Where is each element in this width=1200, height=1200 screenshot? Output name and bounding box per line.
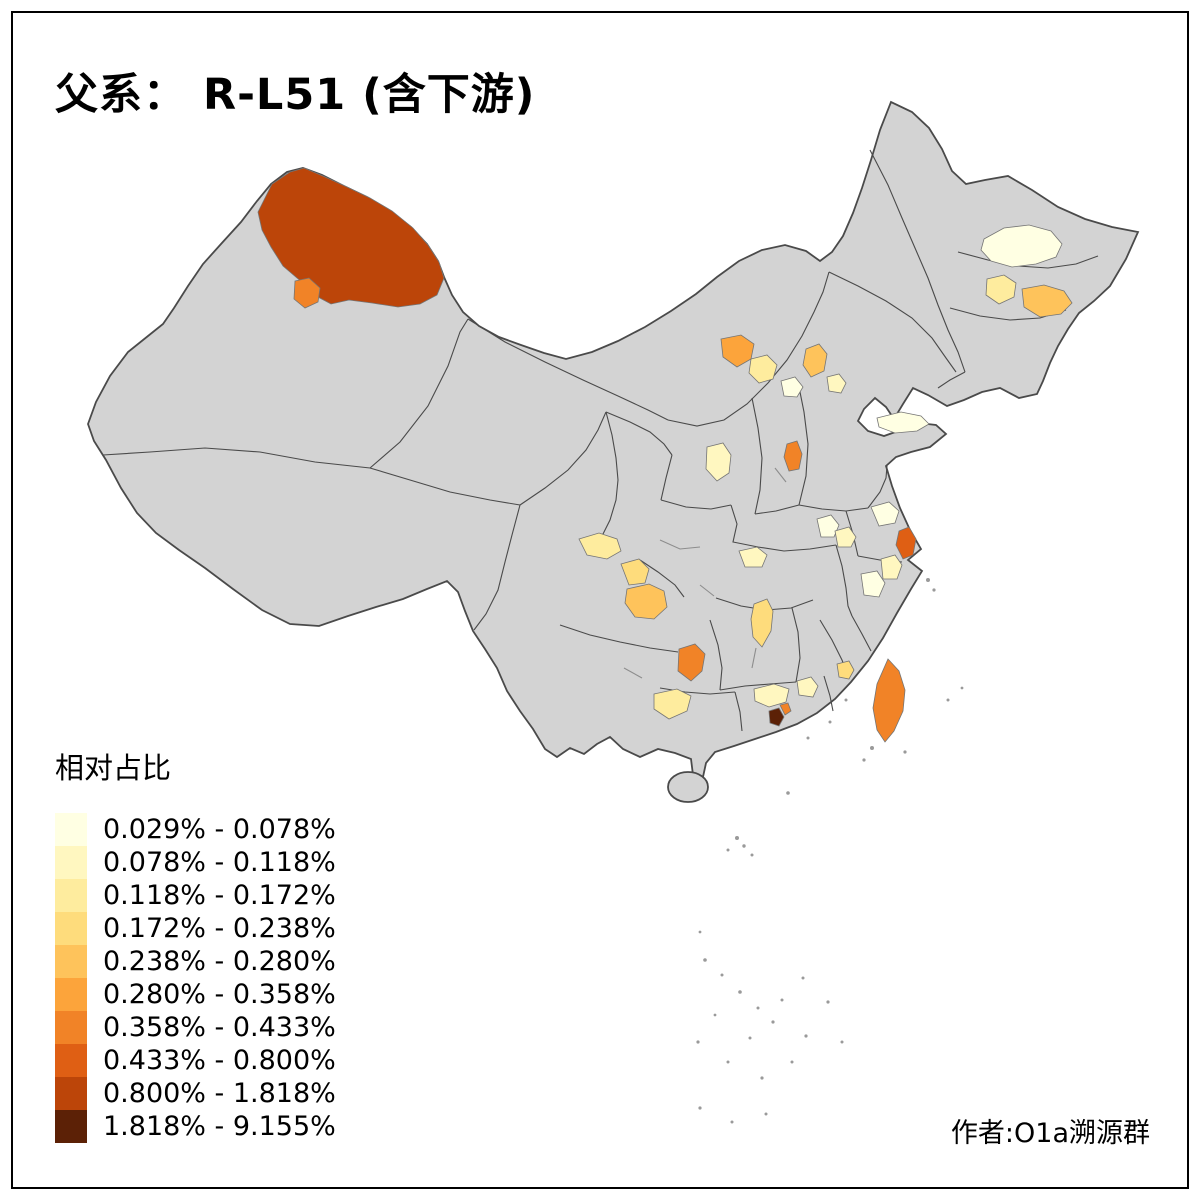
map-region bbox=[895, 526, 917, 560]
map-region bbox=[748, 354, 778, 384]
map-region bbox=[783, 440, 803, 472]
map-region bbox=[980, 224, 1063, 268]
legend-item: 1.818% - 9.155% bbox=[55, 1110, 336, 1143]
map-region bbox=[836, 660, 855, 680]
legend-item-label: 0.118% - 0.172% bbox=[103, 880, 336, 911]
legend-item: 0.118% - 0.172% bbox=[55, 879, 336, 912]
map-region bbox=[834, 526, 857, 548]
legend-swatch bbox=[55, 1044, 87, 1077]
map-region bbox=[293, 277, 321, 309]
legend-item-label: 0.280% - 0.358% bbox=[103, 979, 336, 1010]
legend-swatch bbox=[55, 813, 87, 846]
legend-swatch bbox=[55, 912, 87, 945]
map-region bbox=[826, 373, 847, 394]
legend-item: 0.358% - 0.433% bbox=[55, 1011, 336, 1044]
legend-swatch bbox=[55, 978, 87, 1011]
legend-item-label: 0.029% - 0.078% bbox=[103, 814, 336, 845]
province-borders bbox=[102, 149, 1099, 732]
legend-item-label: 1.818% - 9.155% bbox=[103, 1111, 336, 1142]
legend-swatch bbox=[55, 1110, 87, 1143]
legend-swatch bbox=[55, 1077, 87, 1110]
legend-swatch bbox=[55, 846, 87, 879]
map-region bbox=[653, 688, 692, 720]
map-base bbox=[87, 100, 1140, 803]
hainan-island bbox=[667, 771, 709, 803]
map-region bbox=[796, 676, 819, 698]
map-region bbox=[578, 532, 622, 560]
taiwan-region bbox=[872, 658, 906, 743]
legend-item-label: 0.358% - 0.433% bbox=[103, 1012, 336, 1043]
legend-swatch bbox=[55, 1011, 87, 1044]
map-region bbox=[624, 583, 668, 620]
map-region bbox=[985, 274, 1017, 305]
legend-item-label: 0.433% - 0.800% bbox=[103, 1045, 336, 1076]
map-region bbox=[1021, 284, 1073, 318]
legend-item: 0.280% - 0.358% bbox=[55, 978, 336, 1011]
legend-items: 0.029% - 0.078% 0.078% - 0.118% 0.118% - 0… bbox=[55, 813, 336, 1143]
map-region bbox=[860, 570, 886, 598]
legend-item: 0.433% - 0.800% bbox=[55, 1044, 336, 1077]
map-region bbox=[802, 343, 828, 378]
legend-item: 0.800% - 1.818% bbox=[55, 1077, 336, 1110]
legend-item-label: 0.172% - 0.238% bbox=[103, 913, 336, 944]
legend-item-label: 0.800% - 1.818% bbox=[103, 1078, 336, 1109]
legend-item: 0.238% - 0.280% bbox=[55, 945, 336, 978]
legend: 相对占比 0.029% - 0.078% 0.078% - 0.118% 0.118… bbox=[55, 745, 336, 1143]
legend-title: 相对占比 bbox=[55, 751, 172, 785]
legend-swatch bbox=[55, 879, 87, 912]
map-region bbox=[876, 411, 930, 434]
map-region bbox=[257, 167, 445, 308]
map-region bbox=[768, 707, 785, 727]
map-region bbox=[779, 702, 792, 716]
legend-item-label: 0.078% - 0.118% bbox=[103, 847, 336, 878]
page-title: 父系： R-L51 (含下游) bbox=[55, 70, 536, 120]
legend-swatch bbox=[55, 945, 87, 978]
legend-item: 0.078% - 0.118% bbox=[55, 846, 336, 879]
sea-islands bbox=[696, 578, 964, 1124]
map-region bbox=[705, 442, 732, 482]
map-region bbox=[880, 554, 903, 580]
legend-item-label: 0.238% - 0.280% bbox=[103, 946, 336, 977]
attribution: 作者:O1a溯源群 bbox=[950, 1118, 1150, 1149]
map-region bbox=[620, 558, 650, 586]
legend-item: 0.029% - 0.078% bbox=[55, 813, 336, 846]
map-region bbox=[870, 501, 900, 527]
map-region bbox=[750, 598, 774, 648]
map-region bbox=[677, 643, 706, 682]
map-region bbox=[780, 376, 804, 398]
map-region bbox=[738, 546, 768, 568]
map-region bbox=[753, 683, 790, 708]
map-regions bbox=[257, 167, 1073, 743]
legend-item: 0.172% - 0.238% bbox=[55, 912, 336, 945]
